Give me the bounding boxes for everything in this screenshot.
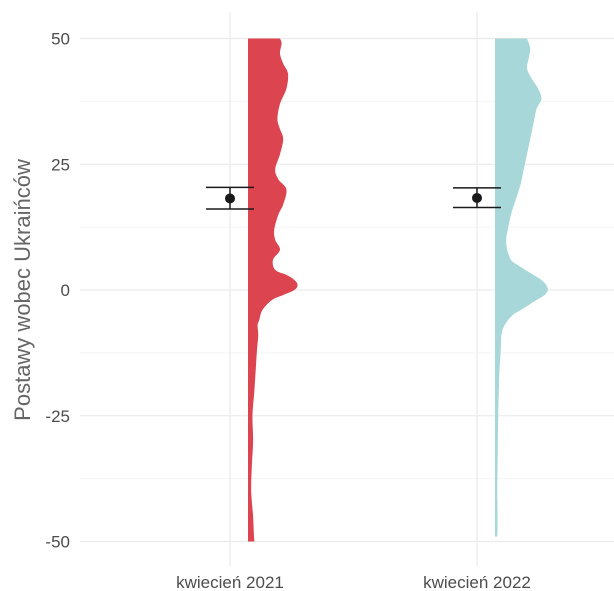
y-tick-label: -50 [45, 533, 70, 552]
density-cloud-2 [495, 38, 548, 537]
x-tick-label: kwiecień 2021 [176, 573, 284, 591]
y-tick-label: 25 [51, 155, 70, 174]
y-tick-label: 50 [51, 30, 70, 49]
x-tick-label: kwiecień 2022 [423, 573, 531, 591]
y-tick-label: 0 [61, 281, 70, 300]
mean-point-2 [472, 192, 482, 203]
density-cloud-1 [248, 38, 298, 542]
y-tick-labels: 50 25 0 -25 -50 [45, 30, 70, 552]
y-axis-title: Postawy wobec Ukraińców [10, 159, 35, 421]
y-tick-label: -25 [45, 407, 70, 426]
mean-point-1 [225, 193, 235, 204]
grid-lines [80, 12, 614, 566]
x-tick-labels: kwiecień 2021 kwiecień 2022 [176, 573, 531, 591]
density-clouds [248, 38, 548, 542]
error-bars [206, 186, 501, 210]
